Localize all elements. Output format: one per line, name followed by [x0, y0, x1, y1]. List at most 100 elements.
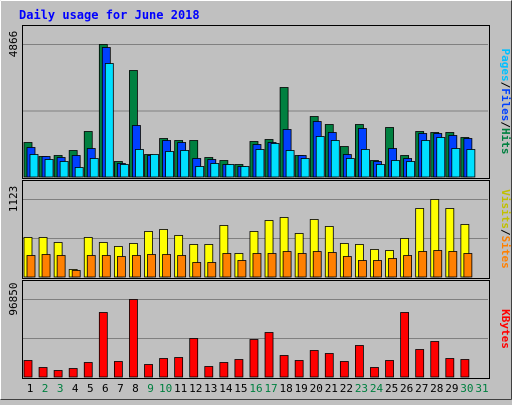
- bar-sites-28: [433, 250, 443, 278]
- bar-sites-1: [26, 255, 36, 278]
- bar-sites-9: [147, 254, 156, 278]
- bar-pages-16: [255, 149, 265, 178]
- bar-kbytes-11: [174, 357, 184, 378]
- bar-sites-17: [267, 253, 277, 278]
- bar-kbytes-29: [445, 358, 455, 378]
- bar-sites-13: [207, 262, 217, 278]
- bar-kbytes-24: [370, 367, 379, 378]
- day-label-20: 20: [310, 382, 323, 395]
- day-label-12: 12: [189, 382, 202, 395]
- day-label-5: 5: [87, 382, 94, 395]
- legend-visits: Visits: [499, 189, 512, 229]
- day-label-22: 22: [340, 382, 353, 395]
- day-label-10: 10: [159, 382, 172, 395]
- bar-sites-20: [312, 251, 322, 278]
- bar-sites-22: [342, 256, 352, 278]
- bar-sites-25: [388, 258, 397, 278]
- bar-pages-15: [240, 166, 250, 178]
- bar-kbytes-10: [159, 358, 168, 378]
- kbytes-panel-max-label: 96850: [7, 282, 20, 315]
- bar-kbytes-4: [68, 368, 78, 378]
- bar-pages-21: [330, 140, 340, 178]
- bar-kbytes-8: [129, 299, 138, 378]
- bar-sites-29: [448, 251, 458, 278]
- bar-pages-7: [119, 164, 129, 178]
- bar-sites-27: [418, 251, 428, 278]
- bar-sites-11: [177, 255, 187, 278]
- day-label-7: 7: [117, 382, 124, 395]
- bar-sites-7: [116, 256, 126, 278]
- bar-kbytes-6: [98, 312, 108, 378]
- bar-sites-10: [162, 254, 171, 278]
- day-label-21: 21: [325, 382, 338, 395]
- legend-pages: Pages: [499, 49, 512, 82]
- legend-separator: /: [499, 121, 512, 128]
- day-label-14: 14: [219, 382, 233, 395]
- legend-sites: Sites: [499, 236, 512, 269]
- bar-pages-30: [466, 149, 476, 178]
- day-label-3: 3: [57, 382, 64, 395]
- bar-pages-23: [361, 149, 370, 178]
- bar-pages-26: [406, 161, 416, 178]
- bar-pages-28: [436, 137, 446, 178]
- legend-separator: /: [499, 82, 512, 89]
- bar-sites-19: [297, 253, 307, 278]
- bar-pages-3: [59, 161, 69, 178]
- bar-pages-12: [195, 166, 205, 178]
- day-label-30: 30: [460, 382, 473, 395]
- bar-pages-19: [300, 158, 310, 178]
- bar-kbytes-26: [400, 312, 410, 378]
- kbytes-panel-legend: KBytes: [499, 309, 512, 349]
- bar-sites-24: [373, 260, 382, 278]
- bar-sites-2: [41, 254, 51, 278]
- bar-kbytes-9: [144, 364, 153, 378]
- bar-kbytes-17: [264, 332, 274, 378]
- bar-pages-24: [376, 164, 385, 178]
- bar-sites-21: [327, 252, 337, 278]
- day-label-4: 4: [72, 382, 79, 395]
- bar-kbytes-20: [309, 350, 319, 378]
- bar-sites-6: [101, 255, 111, 278]
- day-label-15: 15: [234, 382, 247, 395]
- bar-pages-4: [74, 167, 84, 178]
- bar-pages-17: [270, 143, 280, 178]
- bar-sites-12: [192, 262, 202, 278]
- day-label-24: 24: [370, 382, 384, 395]
- day-label-19: 19: [295, 382, 308, 395]
- day-label-2: 2: [42, 382, 49, 395]
- bar-kbytes-1: [23, 360, 33, 378]
- bar-pages-13: [210, 163, 220, 178]
- bar-pages-11: [180, 150, 190, 178]
- bar-sites-26: [403, 255, 413, 278]
- day-label-9: 9: [147, 382, 154, 395]
- bar-sites-23: [358, 260, 367, 278]
- day-label-18: 18: [280, 382, 293, 395]
- bar-kbytes-14: [219, 362, 229, 378]
- bar-sites-30: [463, 253, 473, 278]
- visits-sites-panel-legend: Visits/Sites: [499, 189, 512, 269]
- day-label-11: 11: [174, 382, 187, 395]
- day-label-17: 17: [264, 382, 277, 395]
- legend-hits: Hits: [499, 128, 512, 155]
- bar-pages-1: [29, 154, 39, 178]
- bar-kbytes-19: [294, 360, 304, 378]
- bar-kbytes-30: [460, 359, 470, 378]
- bar-pages-18: [285, 150, 295, 178]
- bar-kbytes-3: [53, 370, 63, 378]
- bar-kbytes-18: [279, 355, 289, 378]
- day-label-31: 31: [475, 382, 488, 395]
- day-label-6: 6: [102, 382, 109, 395]
- day-label-26: 26: [400, 382, 413, 395]
- bar-pages-9: [150, 154, 159, 178]
- day-label-23: 23: [355, 382, 368, 395]
- bar-pages-14: [225, 164, 235, 178]
- day-label-16: 16: [249, 382, 262, 395]
- day-label-8: 8: [132, 382, 139, 395]
- bar-sites-8: [132, 255, 141, 278]
- bar-pages-2: [44, 159, 54, 178]
- bar-sites-16: [252, 253, 262, 278]
- bar-sites-15: [237, 260, 247, 278]
- bar-kbytes-25: [385, 360, 394, 378]
- day-label-27: 27: [415, 382, 428, 395]
